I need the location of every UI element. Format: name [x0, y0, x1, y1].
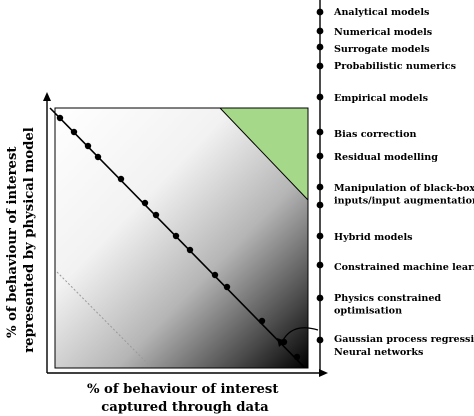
- model-point: [316, 261, 324, 269]
- label-neural-networks: Neural networks: [334, 347, 423, 358]
- diagonal-point: [117, 175, 125, 183]
- x-axis-arrow: [319, 369, 328, 377]
- diagonal-point: [70, 128, 78, 136]
- label-surrogate-models: Surrogate models: [334, 44, 430, 55]
- label-hybrid-models: Hybrid models: [334, 232, 413, 243]
- model-point: [316, 128, 324, 136]
- diagonal-point: [56, 114, 64, 122]
- diagonal-point: [152, 211, 160, 219]
- diagonal-point: [293, 353, 301, 361]
- curved-arrow: [281, 327, 319, 343]
- diagonal-point: [172, 232, 180, 240]
- model-point: [316, 232, 324, 240]
- model-labels: Analytical models Numerical models Surro…: [333, 7, 474, 358]
- model-point: [316, 43, 324, 51]
- label-constrained-ml: Constrained machine learners: [334, 262, 474, 273]
- label-numerical-models: Numerical models: [334, 27, 432, 38]
- diagonal-point: [94, 153, 102, 161]
- diagonal-point: [223, 283, 231, 291]
- label-gp-regression: Gaussian process regression: [334, 334, 474, 345]
- diagonal-point: [258, 317, 266, 325]
- label-analytical-models: Analytical models: [333, 7, 429, 18]
- diagonal-point: [84, 142, 92, 150]
- model-axis-points: [316, 8, 324, 344]
- label-manipulation: Manipulation of black-box inputs/input a…: [334, 183, 474, 207]
- model-point: [316, 27, 324, 35]
- label-probabilistic-numerics: Probabilistic numerics: [334, 61, 456, 72]
- model-point: [316, 201, 324, 209]
- label-bias-correction: Bias correction: [334, 129, 416, 140]
- model-point: [316, 294, 324, 302]
- label-empirical-models: Empirical models: [334, 93, 428, 104]
- model-point: [316, 336, 324, 344]
- y-axis-title: % of behaviour of interest represented b…: [5, 127, 37, 353]
- model-point: [316, 152, 324, 160]
- diagonal-point: [186, 246, 194, 254]
- label-residual-modelling: Residual modelling: [334, 152, 438, 163]
- curved-arrow-head: [277, 338, 286, 347]
- green-region: [218, 107, 309, 202]
- model-point: [316, 183, 324, 191]
- diagonal-point: [141, 199, 149, 207]
- model-point: [316, 8, 324, 16]
- y-axis-arrow: [43, 92, 51, 101]
- x-axis-title: % of behaviour of interest captured thro…: [87, 382, 283, 415]
- label-physics-constrained: Physics constrained optimisation: [334, 293, 445, 317]
- diagonal-point: [211, 271, 219, 279]
- model-point: [316, 93, 324, 101]
- model-point: [316, 62, 324, 70]
